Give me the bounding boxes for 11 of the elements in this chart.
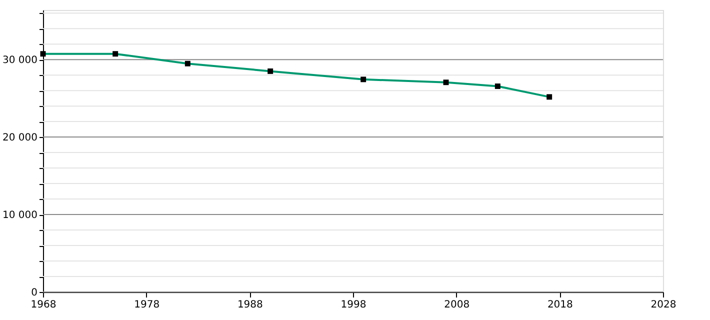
x-tick-label: 1998	[340, 300, 366, 310]
y-tick-label: 10 000	[2, 210, 38, 222]
y-tick-label: 30 000	[2, 55, 38, 66]
x-tick-label: 2008	[444, 300, 470, 310]
x-tick-label: 1988	[237, 300, 263, 310]
x-tick-label: 2028	[650, 300, 676, 310]
x-tick-label: 1968	[30, 300, 56, 310]
x-tick-label: 2018	[547, 300, 573, 310]
y-tick-label: 20 000	[2, 132, 38, 144]
x-tick-label: 1978	[134, 300, 160, 310]
y-tick-label: 0	[31, 288, 38, 298]
